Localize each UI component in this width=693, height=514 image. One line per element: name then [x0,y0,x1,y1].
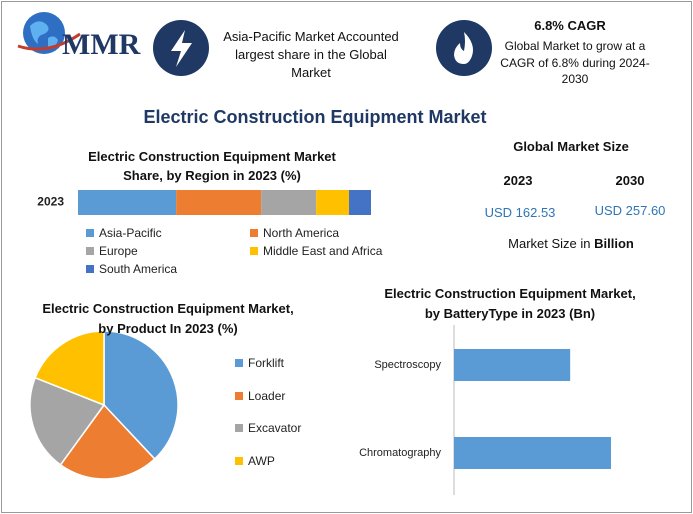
legend-swatch [250,247,258,255]
bar [454,349,571,381]
highlight-title: 6.8% CAGR [534,18,606,33]
bar-segment [349,190,371,215]
bar-segment [176,190,262,215]
bar-segment [316,190,350,215]
legend-label: South America [99,262,178,276]
legend-label: Loader [248,388,286,403]
legend-swatch [86,229,94,237]
highlight-text: Global Market to grow at a CAGR of 6.8% … [500,39,650,86]
y-tick-label: Spectroscopy [374,359,441,371]
legend-swatch [235,359,243,367]
main-title: Electric Construction Equipment Market [143,107,487,127]
legend-item: Excavator [235,421,301,435]
pie-slice [29,376,106,466]
market-value: USD 257.60 [594,203,666,218]
legend-swatch [250,229,258,237]
legend-label: Middle East and Africa [263,244,383,258]
bar [454,437,611,469]
bar-segment [261,190,317,215]
legend-swatch [235,391,243,400]
legend-swatch [86,247,94,255]
legend-item: Loader [235,389,285,403]
legend-label: North America [263,226,340,240]
legend-item: Europe [86,244,138,258]
pie-slice [59,403,156,480]
legend-swatch [235,457,243,466]
year: 2030 [615,173,645,188]
chart-title: Electric Construction Equipment Market S… [88,149,336,183]
legend-label: Excavator [248,421,302,436]
legend-item: North America [250,226,339,240]
unit-note: Market Size in Billion [480,236,662,251]
chart-title: Electric Construction Equipment Market, … [384,286,636,321]
panel-title: Global Market Size [513,139,629,154]
logo-globe [17,12,81,54]
legend-item: South America [86,262,177,276]
y-tick-label: 2023 [37,195,64,209]
chart-title: Electric Construction Equipment Market, … [42,301,294,336]
flame [454,32,473,64]
y-tick-label: Chromatography [359,447,441,459]
pie-slice [34,330,105,407]
legend-label: Forklift [248,356,284,370]
lightning [171,30,192,67]
logo-text: MMR [62,28,141,61]
pie-slice [103,330,179,461]
market-value: USD 162.53 [484,205,556,220]
legend-item: Asia-Pacific [86,226,162,240]
year: 2023 [503,173,533,188]
legend-label: AWP [248,454,275,469]
legend-item: Forklift [235,356,284,370]
legend-swatch [86,265,94,273]
legend-item: Middle East and Africa [250,244,382,258]
legend-label: Asia-Pacific [99,226,162,240]
legend-label: Europe [99,244,138,258]
unit-note-unit: Billion [594,236,634,251]
unit-note-text: Market Size in [508,236,591,251]
icon-flame [436,20,492,76]
legend-item: AWP [235,454,275,468]
legend-swatch [235,424,243,433]
bar-segment [78,190,177,215]
highlight-text: Asia-Pacific Market Accounted largest sh… [223,29,399,80]
